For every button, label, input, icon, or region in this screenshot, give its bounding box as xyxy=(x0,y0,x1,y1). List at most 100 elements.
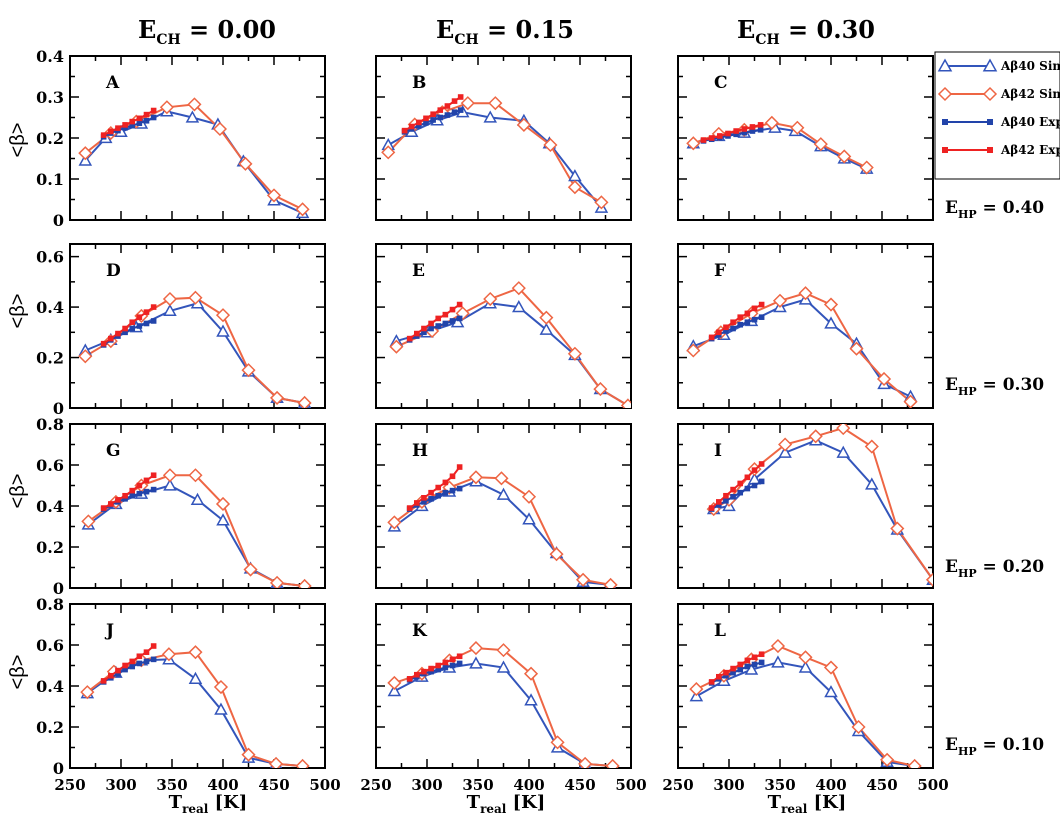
legend-marker-ab40-sim xyxy=(982,58,998,72)
data-point-ab42-sim xyxy=(188,645,203,660)
data-point-ab40-exp xyxy=(136,490,143,497)
data-point-ab42-sim xyxy=(212,121,228,137)
data-point-ab42-exp xyxy=(723,324,729,331)
data-point-ab42-exp xyxy=(100,340,107,347)
y-tick-label: 0.2 xyxy=(36,349,64,368)
data-point-ab42-sim xyxy=(468,470,484,485)
data-point-ab40-exp xyxy=(751,661,758,668)
data-point-ab42-exp xyxy=(129,487,136,494)
data-point-ab40-sim xyxy=(190,492,205,505)
data-point-ab40-sim xyxy=(185,110,200,123)
legend-entry-ab42-exp: Aβ42 Exp xyxy=(1000,143,1060,157)
data-point-ab42-sim xyxy=(567,180,582,195)
data-point-ab40-exp xyxy=(737,489,744,496)
data-point-ab40-sim xyxy=(214,702,228,715)
data-point-ab42-exp xyxy=(129,319,136,326)
y-tick-label: 0 xyxy=(53,759,64,778)
x-tick-label: 250 xyxy=(360,776,391,794)
data-point-ab42-sim xyxy=(605,758,620,768)
x-tick-label: 250 xyxy=(54,776,85,794)
data-point-ab40-sim xyxy=(824,685,838,698)
data-point-ab42-sim xyxy=(387,675,402,690)
data-point-ab42-sim xyxy=(496,643,511,658)
data-point-ab42-sim xyxy=(798,650,813,665)
y-axis-label-row-3: <β> xyxy=(7,474,29,509)
row-label-1: EHP = 0.40 xyxy=(945,198,1044,221)
data-point-ab40-sim xyxy=(824,316,838,329)
data-point-ab42-exp xyxy=(115,330,121,337)
data-point-ab42-sim xyxy=(770,638,786,654)
data-point-ab42-sim xyxy=(521,489,537,504)
data-point-ab42-exp xyxy=(457,94,464,100)
row-label-4: EHP = 0.10 xyxy=(945,735,1044,758)
data-point-ab42-sim xyxy=(243,562,258,577)
data-point-ab42-exp xyxy=(414,500,420,506)
data-point-ab42-exp xyxy=(408,123,415,130)
data-point-ab42-exp xyxy=(744,310,751,317)
data-point-ab42-exp xyxy=(716,673,722,680)
data-point-ab40-exp xyxy=(456,660,463,667)
data-point-ab42-exp xyxy=(437,107,444,113)
data-point-ab42-exp xyxy=(100,132,107,138)
series-line-ab42-sim xyxy=(84,296,305,404)
data-point-ab42-sim xyxy=(603,577,618,588)
data-point-ab42-exp xyxy=(414,671,420,678)
data-point-ab42-sim xyxy=(925,572,933,587)
data-point-ab42-sim xyxy=(876,371,892,387)
x-tick-label: 400 xyxy=(513,776,544,794)
panel-data xyxy=(381,94,609,213)
data-point-ab42-exp xyxy=(150,472,157,479)
column-title-2: ECH = 0.15 xyxy=(436,15,574,48)
data-point-ab42-sim xyxy=(241,363,256,378)
data-point-ab42-exp xyxy=(428,489,434,496)
data-point-ab42-exp xyxy=(730,665,736,672)
series-line-ab40-sim xyxy=(695,661,915,767)
data-point-ab40-exp xyxy=(723,328,729,334)
panel-f: F xyxy=(677,243,934,409)
data-point-ab40-exp xyxy=(751,482,758,489)
legend-entry-ab42-sim: Aβ42 Sim xyxy=(1000,87,1060,101)
data-point-ab42-sim xyxy=(903,394,918,408)
data-point-ab42-sim xyxy=(516,117,531,132)
x-axis-label-col-2: Treal [K] xyxy=(467,792,546,813)
data-point-ab40-exp xyxy=(435,323,442,329)
x-tick-label: 500 xyxy=(309,776,340,794)
data-point-ab40-sim xyxy=(483,110,498,123)
legend: Aβ40 Sim Aβ42 Sim Aβ40 Exp Aβ42 Exp xyxy=(934,51,1060,180)
data-point-ab42-sim xyxy=(859,160,874,175)
legend-marker-ab40-exp xyxy=(942,119,948,125)
data-point-ab42-exp xyxy=(401,127,408,134)
data-point-ab42-sim xyxy=(297,395,312,408)
data-point-ab42-sim xyxy=(80,685,95,700)
data-point-ab40-exp xyxy=(449,487,456,494)
x-tick-label: 300 xyxy=(713,776,744,794)
data-point-ab40-exp xyxy=(143,658,150,665)
data-point-ab42-exp xyxy=(708,135,715,141)
data-point-ab42-sim xyxy=(295,758,310,768)
data-point-ab40-exp xyxy=(435,666,442,673)
legend-marker-ab42-exp xyxy=(942,147,948,153)
data-point-ab42-exp xyxy=(136,653,143,660)
data-point-ab40-exp xyxy=(449,318,456,324)
data-point-ab42-exp xyxy=(730,486,736,493)
data-point-ab42-exp xyxy=(758,651,765,658)
data-point-ab42-sim xyxy=(798,286,813,301)
data-point-ab42-exp xyxy=(136,482,143,489)
data-point-ab42-sim xyxy=(488,96,503,111)
data-point-ab40-exp xyxy=(741,129,748,136)
data-point-ab40-exp xyxy=(451,109,458,115)
data-point-ab42-exp xyxy=(456,301,463,308)
data-point-ab40-exp xyxy=(129,325,136,332)
data-point-ab42-exp xyxy=(100,678,107,684)
legend-marker-ab40-sim xyxy=(937,58,953,72)
data-point-ab42-sim xyxy=(381,145,396,160)
x-tick-label: 250 xyxy=(662,776,693,794)
x-tick-label: 450 xyxy=(564,776,595,794)
panel-data xyxy=(81,468,312,588)
legend-entry-ab40-sim: Aβ40 Sim xyxy=(1000,59,1060,73)
panel-b: B xyxy=(375,55,632,221)
data-point-ab42-exp xyxy=(737,661,744,668)
data-point-ab42-exp xyxy=(442,479,449,486)
data-point-ab42-exp xyxy=(717,133,723,139)
data-point-ab40-exp xyxy=(744,663,751,670)
